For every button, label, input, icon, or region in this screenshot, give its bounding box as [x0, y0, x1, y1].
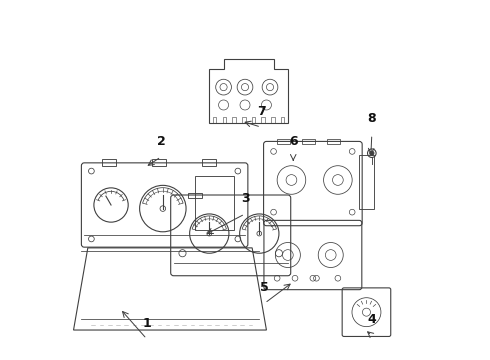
Text: 5: 5 [260, 281, 269, 294]
Text: 1: 1 [143, 317, 151, 330]
Text: 2: 2 [157, 135, 166, 148]
Text: 6: 6 [289, 135, 297, 148]
Text: 7: 7 [257, 105, 266, 118]
Text: 3: 3 [241, 192, 249, 205]
Text: 8: 8 [368, 112, 376, 125]
Text: 4: 4 [368, 314, 376, 327]
Circle shape [369, 151, 374, 156]
